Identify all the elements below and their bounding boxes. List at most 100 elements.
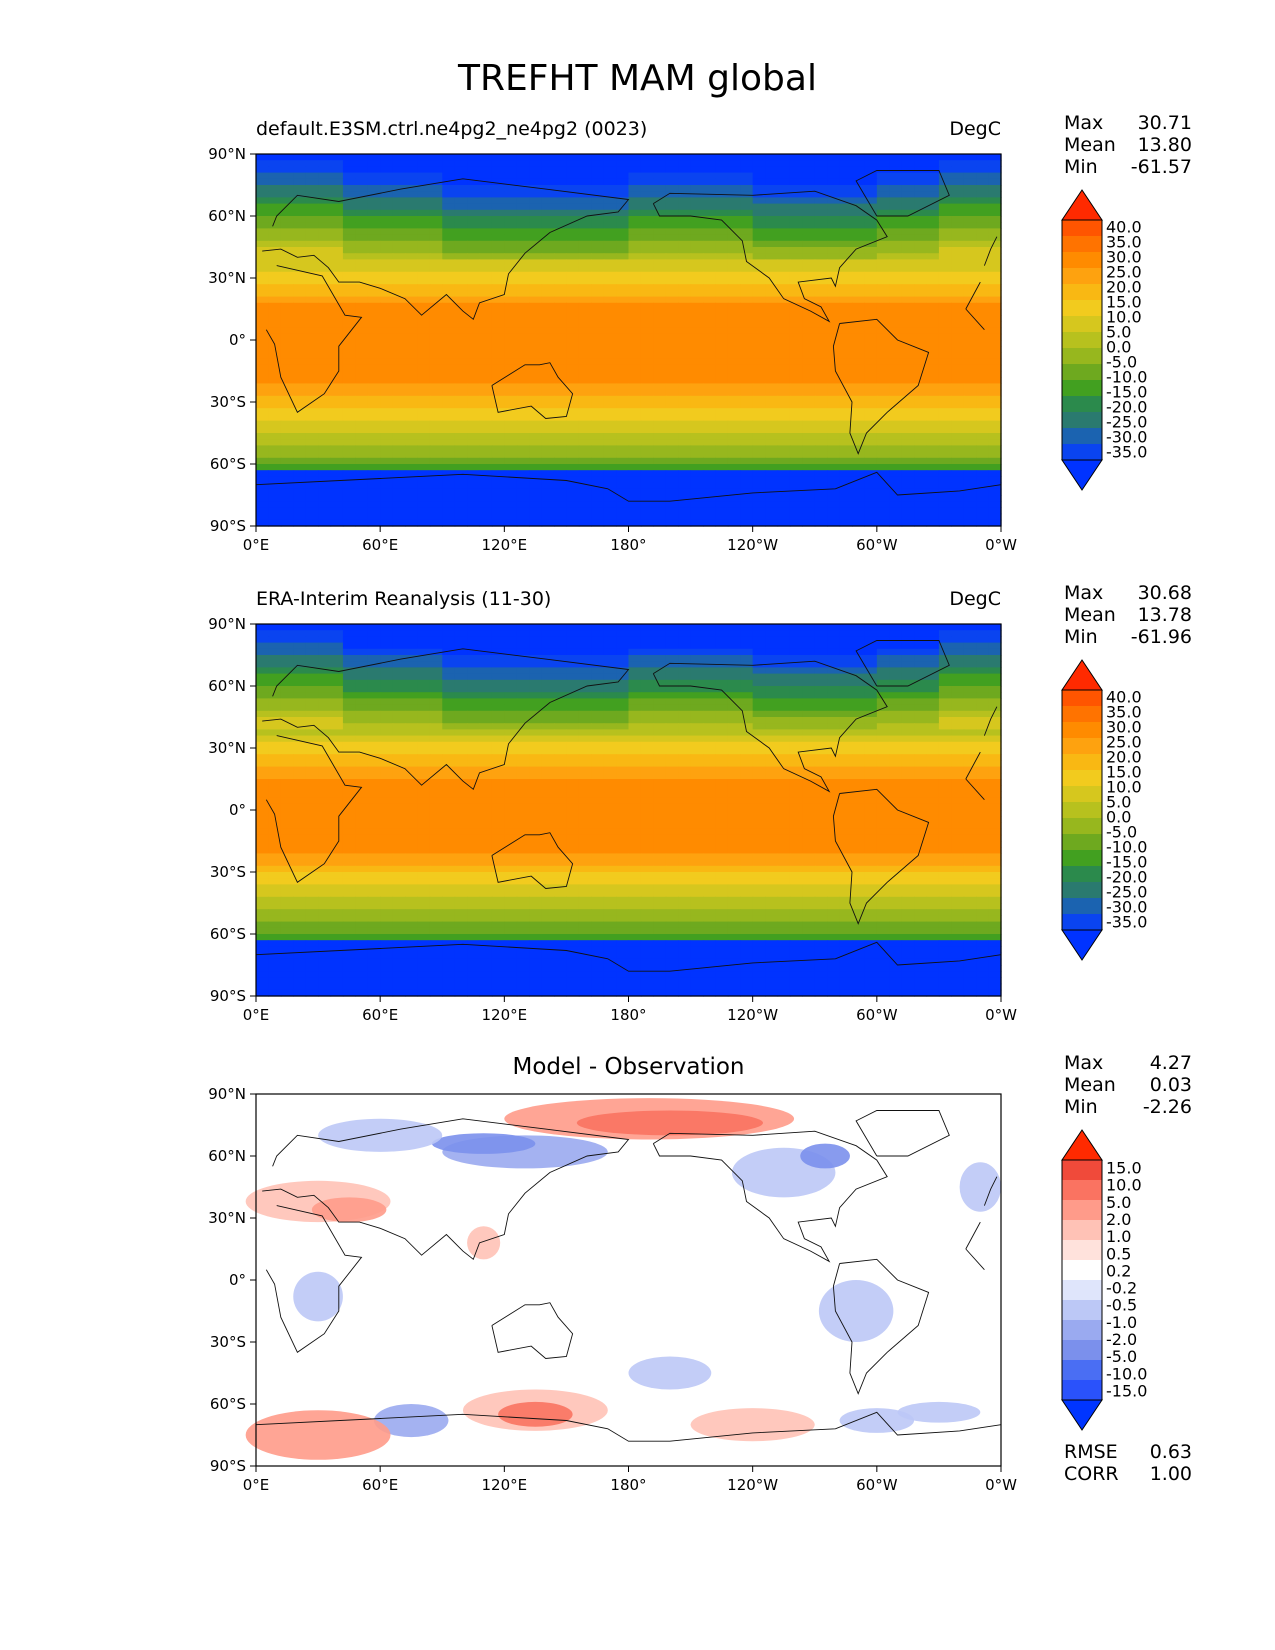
field-cell [491,389,505,397]
field-cell [417,692,431,699]
field-cell [566,185,580,192]
field-cell [727,333,741,341]
field-cell [864,284,878,291]
field-cell [392,414,406,422]
field-cell [566,284,580,291]
field-cell [901,358,915,366]
field-cell [355,327,369,335]
field-cell [852,364,866,372]
field-cell [640,445,654,453]
field-cell [938,154,952,161]
field-cell [665,247,679,254]
field-cell [901,197,915,205]
field-cell [852,371,866,378]
field-cell [765,433,779,440]
field-cell [305,754,319,761]
field-cell [442,648,456,656]
colorbar-band [1062,396,1102,413]
field-cell [653,327,667,335]
field-cell [876,729,890,737]
field-cell [901,748,915,755]
field-cell [740,729,754,737]
field-cell [653,445,667,453]
field-cell [963,457,977,465]
field-cell [653,464,667,471]
field-cell [342,710,356,718]
field-cell [566,717,580,724]
field-cell [653,624,667,631]
field-cell [429,191,443,198]
field-cell [951,197,965,205]
field-cell [727,470,741,477]
field-cell [491,451,505,459]
field-cell [392,278,406,285]
field-cell [268,445,282,453]
field-cell [926,655,940,662]
field-cell [703,439,717,446]
field-cell [417,642,431,650]
field-cell [491,723,505,730]
field-cell [442,178,456,186]
field-cell [789,352,803,360]
field-cell [516,470,530,477]
field-cell [802,352,816,360]
field-cell [765,346,779,353]
field-cell [665,228,679,236]
field-cell [268,302,282,310]
field-cell [789,420,803,428]
field-cell [976,673,990,681]
panel-units: DegC [949,118,1001,140]
field-cell [491,160,505,167]
field-cell [454,748,468,755]
field-cell [777,352,791,360]
field-cell [516,296,530,304]
field-cell [405,327,419,335]
field-cell [454,296,468,304]
field-cell [901,408,915,415]
field-cell [330,408,344,415]
field-cell [330,426,344,434]
field-cell [839,735,853,743]
field-cell [380,495,394,502]
field-cell [454,667,468,675]
field-cell [814,377,828,384]
field-cell [938,729,952,737]
field-cell [640,729,654,737]
field-cell [293,414,307,422]
field-cell [951,741,965,749]
field-cell [342,445,356,453]
field-cell [529,451,543,459]
field-cell [342,346,356,353]
field-cell [454,655,468,662]
field-cell [603,717,617,724]
field-cell [752,160,766,167]
field-cell [616,154,630,161]
field-cell [640,439,654,446]
field-cell [963,433,977,440]
field-cell [516,729,530,737]
field-cell [938,172,952,180]
field-cell [640,513,654,521]
field-cell [889,470,903,477]
field-cell [789,178,803,186]
field-cell [293,222,307,229]
field-cell [467,667,481,675]
field-cell [429,630,443,637]
field-cell [963,420,977,428]
field-cell [342,395,356,403]
field-cell [765,439,779,446]
field-cell [640,661,654,668]
field-cell [467,154,481,161]
field-cell [740,309,754,316]
field-cell [491,439,505,446]
field-cell [293,185,307,192]
field-cell [852,717,866,724]
field-cell [988,389,1002,397]
field-cell [529,482,543,490]
field-cell [504,642,518,650]
field-cell [752,710,766,718]
field-cell [827,160,841,167]
field-cell [268,340,282,347]
field-cell [305,673,319,681]
field-cell [988,420,1002,428]
